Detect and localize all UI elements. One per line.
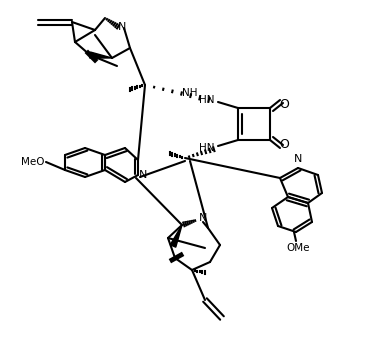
Text: MeO: MeO: [22, 157, 45, 167]
Text: OMe: OMe: [286, 243, 310, 253]
Text: O: O: [279, 98, 289, 111]
Text: O: O: [279, 137, 289, 151]
Text: NH: NH: [182, 88, 198, 98]
Text: N: N: [199, 213, 207, 223]
Text: N: N: [139, 170, 147, 180]
Text: N: N: [294, 154, 302, 164]
Text: HN: HN: [200, 95, 215, 105]
Polygon shape: [170, 225, 182, 247]
Text: N: N: [118, 22, 126, 32]
Text: HN: HN: [200, 143, 215, 153]
Polygon shape: [89, 52, 112, 58]
